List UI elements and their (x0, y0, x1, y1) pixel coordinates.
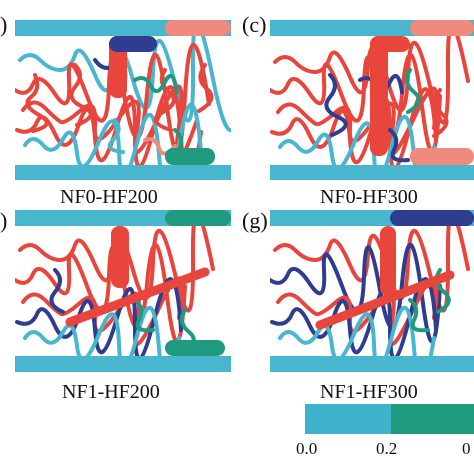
caption-nf1-hf300: NF1-HF300 (320, 381, 418, 403)
panel-label-g: (g) (242, 208, 268, 233)
panel-nf0-hf300 (270, 20, 474, 180)
panel-nf0-hf200 (15, 20, 231, 180)
caption-nf0-hf300: NF0-HF300 (320, 186, 418, 208)
panel-label-e: ) (0, 208, 8, 233)
panel-label-a: ) (0, 12, 8, 37)
microstructure-nf1-hf300 (270, 210, 474, 372)
colorbar-segment-teal (391, 404, 474, 434)
panel-nf1-hf200 (15, 210, 231, 372)
panel-label-c: (c) (242, 12, 267, 37)
colorbar-tick-1: 0.2 (376, 439, 398, 458)
colorbar-tick-2: 0 (462, 439, 471, 458)
panel-nf1-hf300 (270, 210, 474, 372)
caption-nf1-hf200: NF1-HF200 (62, 381, 160, 403)
microstructure-nf1-hf200 (15, 210, 231, 372)
microstructure-nf0-hf300 (270, 20, 474, 180)
caption-nf0-hf200: NF0-HF200 (60, 186, 158, 208)
microstructure-nf0-hf200 (15, 20, 231, 180)
colorbar (305, 404, 474, 434)
colorbar-tick-0: 0.0 (296, 439, 318, 458)
colorbar-segment-cyan (305, 404, 391, 434)
